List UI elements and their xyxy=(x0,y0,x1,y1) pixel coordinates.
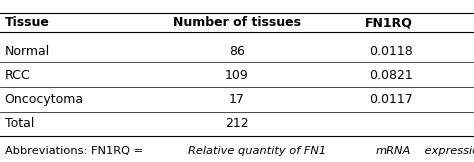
Text: RCC: RCC xyxy=(5,69,30,82)
Text: 212: 212 xyxy=(225,117,249,130)
Text: Relative quantity of FN1: Relative quantity of FN1 xyxy=(188,146,326,156)
Text: mRNA: mRNA xyxy=(375,146,410,156)
Text: Tissue: Tissue xyxy=(5,16,50,29)
Text: Abbreviations: FN1RQ =: Abbreviations: FN1RQ = xyxy=(5,146,146,156)
Text: Total: Total xyxy=(5,117,34,130)
Text: Number of tissues: Number of tissues xyxy=(173,16,301,29)
Text: 0.0118: 0.0118 xyxy=(369,45,412,58)
Text: 0.0117: 0.0117 xyxy=(369,93,412,106)
Text: 109: 109 xyxy=(225,69,249,82)
Text: 17: 17 xyxy=(229,93,245,106)
Text: 0.0821: 0.0821 xyxy=(369,69,412,82)
Text: Oncocytoma: Oncocytoma xyxy=(5,93,84,106)
Text: FN1RQ: FN1RQ xyxy=(365,16,412,29)
Text: expression: expression xyxy=(421,146,474,156)
Text: Normal: Normal xyxy=(5,45,50,58)
Text: 86: 86 xyxy=(229,45,245,58)
